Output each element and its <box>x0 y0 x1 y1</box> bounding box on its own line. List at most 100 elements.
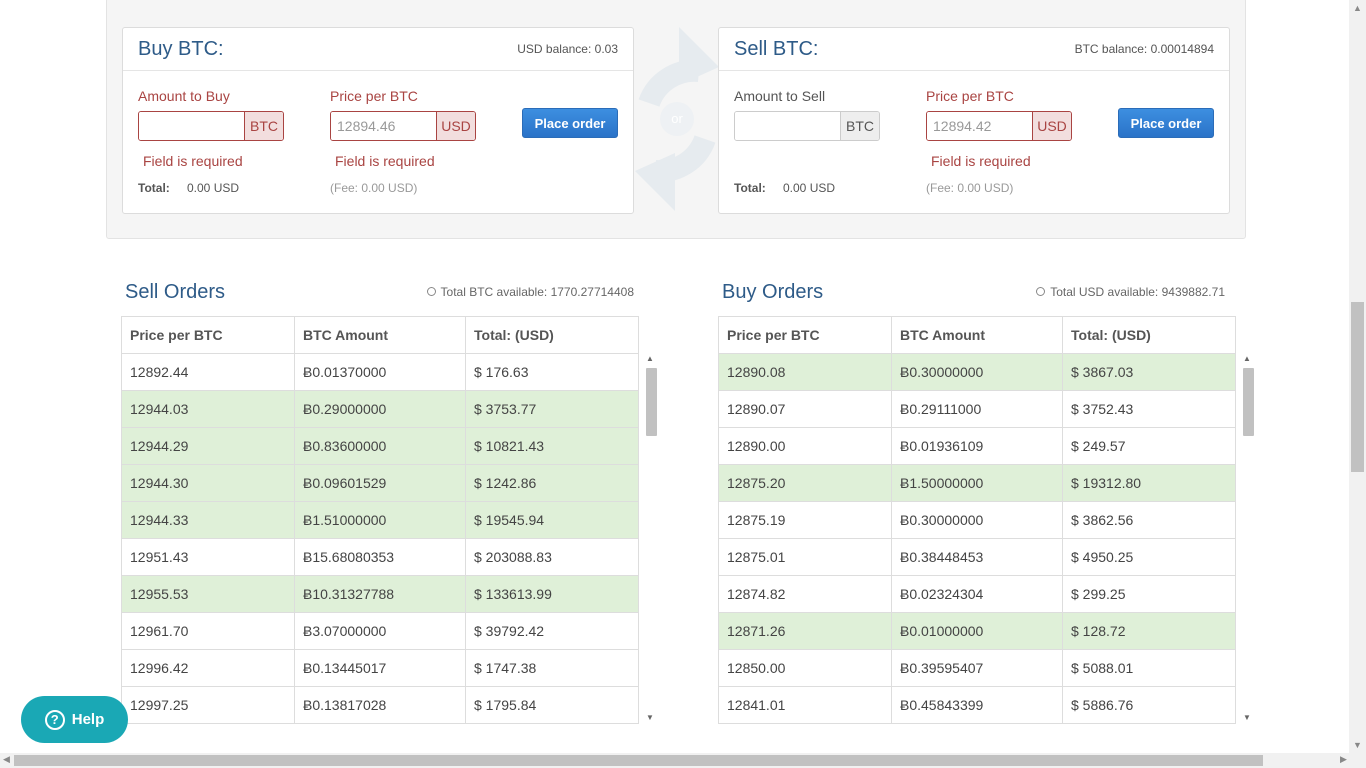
total-cell: $ 249.57 <box>1071 438 1126 454</box>
total-cell: $ 3753.77 <box>474 401 537 417</box>
buy-orders-table: Price per BTC BTC Amount Total: (USD) 12… <box>718 316 1236 724</box>
amount-cell: Ƀ0.30000000 <box>892 354 1063 390</box>
table-row[interactable]: 12890.08 Ƀ0.30000000 $ 3867.03 <box>719 354 1235 391</box>
total-cell: $ 299.25 <box>1071 586 1126 602</box>
buy-panel-title: Buy BTC: <box>138 38 224 60</box>
table-row[interactable]: 12875.20 Ƀ1.50000000 $ 19312.80 <box>719 465 1235 502</box>
sell-total-label: Total: <box>734 181 766 195</box>
buy-orders-scrollbar[interactable]: ▲ ▼ <box>1242 354 1254 722</box>
sell-orders-scrollbar[interactable]: ▲ ▼ <box>645 354 657 722</box>
scroll-thumb[interactable] <box>646 368 657 436</box>
sell-price-input[interactable] <box>927 112 1032 140</box>
sell-btc-panel: Sell BTC: BTC balance: 0.00014894 Amount… <box>718 27 1230 214</box>
table-row[interactable]: 12944.03 Ƀ0.29000000 $ 3753.77 <box>122 391 638 428</box>
scroll-down-arrow-icon[interactable]: ▼ <box>1243 713 1251 722</box>
buy-orders-info: Total USD available: 9439882.71 <box>1036 285 1225 299</box>
amount-cell: Ƀ0.01370000 <box>295 354 466 390</box>
amount-cell: Ƀ0.01000000 <box>892 613 1063 649</box>
table-row[interactable]: 12875.19 Ƀ0.30000000 $ 3862.56 <box>719 502 1235 539</box>
total-cell: $ 5886.76 <box>1071 697 1134 713</box>
scroll-up-arrow-icon[interactable]: ▲ <box>1353 3 1362 13</box>
help-label: Help <box>71 711 105 728</box>
total-cell: $ 1242.86 <box>474 475 537 491</box>
btc-addon: BTC <box>840 112 879 140</box>
scroll-thumb[interactable] <box>1243 368 1254 436</box>
table-row[interactable]: 12874.82 Ƀ0.02324304 $ 299.25 <box>719 576 1235 613</box>
sell-price-error: Field is required <box>931 153 1031 169</box>
scroll-right-arrow-icon[interactable]: ▶ <box>1340 754 1347 764</box>
table-row[interactable]: 12841.01 Ƀ0.45843399 $ 5886.76 <box>719 687 1235 723</box>
table-row[interactable]: 12890.00 Ƀ0.01936109 $ 249.57 <box>719 428 1235 465</box>
amount-to-sell-input[interactable] <box>735 112 840 140</box>
table-row[interactable]: 12961.70 Ƀ3.07000000 $ 39792.42 <box>122 613 638 650</box>
usd-addon: USD <box>436 112 475 140</box>
table-row[interactable]: 12996.42 Ƀ0.13445017 $ 1747.38 <box>122 650 638 687</box>
btc-balance: BTC balance: 0.00014894 <box>1074 42 1214 56</box>
amount-cell: Ƀ10.31327788 <box>295 576 466 612</box>
page-horizontal-scrollbar[interactable]: ◀ ▶ <box>0 753 1366 768</box>
sell-orders-title: Sell Orders <box>125 281 226 303</box>
sell-total-value: 0.00 USD <box>783 181 836 195</box>
table-header-row: Price per BTC BTC Amount Total: (USD) <box>122 317 638 354</box>
amount-to-buy-input-group: BTC <box>138 111 284 141</box>
scroll-left-arrow-icon[interactable]: ◀ <box>3 754 10 764</box>
table-row[interactable]: 12892.44 Ƀ0.01370000 $ 176.63 <box>122 354 638 391</box>
table-row[interactable]: 12875.01 Ƀ0.38448453 $ 4950.25 <box>719 539 1235 576</box>
price-cell: 12890.07 <box>719 391 892 427</box>
amount-to-sell-input-group: BTC <box>734 111 880 141</box>
amount-cell: Ƀ15.68080353 <box>295 539 466 575</box>
total-cell: $ 3752.43 <box>1071 401 1134 417</box>
sell-place-order-button[interactable]: Place order <box>1118 108 1214 138</box>
page-scroll-thumb[interactable] <box>1351 302 1364 472</box>
order-forms-container: Buy BTC: USD balance: 0.03 Amount to Buy… <box>106 0 1246 239</box>
amount-to-buy-input[interactable] <box>139 112 244 140</box>
table-row[interactable]: 12871.26 Ƀ0.01000000 $ 128.72 <box>719 613 1235 650</box>
scroll-down-arrow-icon[interactable]: ▼ <box>646 713 654 722</box>
sell-orders-table: Price per BTC BTC Amount Total: (USD) 12… <box>121 316 639 724</box>
table-row[interactable]: 12997.25 Ƀ0.13817028 $ 1795.84 <box>122 687 638 723</box>
amount-cell: Ƀ0.38448453 <box>892 539 1063 575</box>
table-row[interactable]: 12890.07 Ƀ0.29111000 $ 3752.43 <box>719 391 1235 428</box>
or-label: or <box>671 111 683 126</box>
buy-panel-header: Buy BTC: USD balance: 0.03 <box>123 28 633 71</box>
amount-cell: Ƀ0.02324304 <box>892 576 1063 612</box>
amount-cell: Ƀ0.13817028 <box>295 687 466 723</box>
table-row[interactable]: 12955.53 Ƀ10.31327788 $ 133613.99 <box>122 576 638 613</box>
table-row[interactable]: 12944.33 Ƀ1.51000000 $ 19545.94 <box>122 502 638 539</box>
buy-total-label: Total: <box>138 181 170 195</box>
total-cell: $ 133613.99 <box>474 586 552 602</box>
help-button[interactable]: ? Help <box>21 696 128 743</box>
price-cell: 12892.44 <box>122 354 295 390</box>
scroll-down-arrow-icon[interactable]: ▼ <box>1353 740 1362 750</box>
total-btc-available: Total BTC available: 1770.27714408 <box>440 285 634 299</box>
buy-total-value: 0.00 USD <box>187 181 240 195</box>
table-row[interactable]: 12944.30 Ƀ0.09601529 $ 1242.86 <box>122 465 638 502</box>
price-cell: 12874.82 <box>719 576 892 612</box>
buy-place-order-button[interactable]: Place order <box>522 108 618 138</box>
clock-icon <box>1036 287 1046 296</box>
buy-price-error: Field is required <box>335 153 435 169</box>
buy-orders-title: Buy Orders <box>722 281 824 303</box>
price-cell: 12961.70 <box>122 613 295 649</box>
page-vertical-scrollbar[interactable]: ▲ ▼ <box>1349 0 1366 753</box>
total-cell: $ 3862.56 <box>1071 512 1134 528</box>
total-cell: $ 4950.25 <box>1071 549 1134 565</box>
buy-price-input[interactable] <box>331 112 436 140</box>
amount-cell: Ƀ0.29111000 <box>892 391 1063 427</box>
price-cell: 12875.01 <box>719 539 892 575</box>
clock-icon <box>426 287 436 296</box>
total-cell: $ 10821.43 <box>474 438 545 454</box>
scroll-up-arrow-icon[interactable]: ▲ <box>646 354 654 363</box>
table-row[interactable]: 12944.29 Ƀ0.83600000 $ 10821.43 <box>122 428 638 465</box>
horizontal-scroll-thumb[interactable] <box>14 755 1263 766</box>
table-row[interactable]: 12850.00 Ƀ0.39595407 $ 5088.01 <box>719 650 1235 687</box>
buy-price-label: Price per BTC <box>330 88 418 104</box>
amount-cell: Ƀ3.07000000 <box>295 613 466 649</box>
sell-panel-header: Sell BTC: BTC balance: 0.00014894 <box>719 28 1229 71</box>
scroll-up-arrow-icon[interactable]: ▲ <box>1243 354 1251 363</box>
amount-cell: Ƀ0.01936109 <box>892 428 1063 464</box>
table-row[interactable]: 12951.43 Ƀ15.68080353 $ 203088.83 <box>122 539 638 576</box>
amount-cell: Ƀ0.83600000 <box>295 428 466 464</box>
price-cell: 12875.20 <box>719 465 892 501</box>
total-cell: $ 176.63 <box>474 364 529 380</box>
